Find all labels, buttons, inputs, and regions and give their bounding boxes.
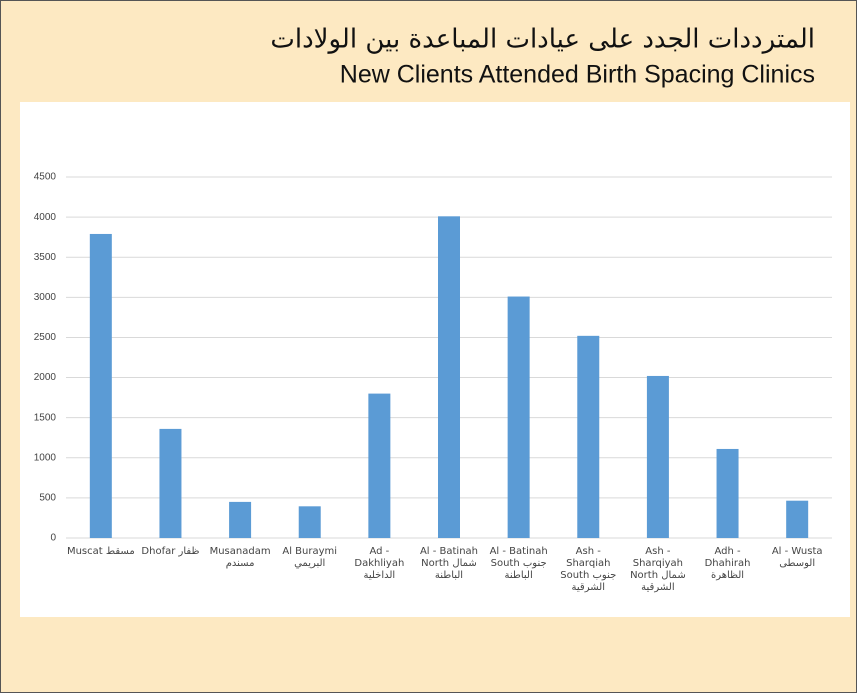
bar (368, 393, 391, 538)
x-tick-label-box: Al - Wusta الوسطى (771, 546, 823, 569)
y-tick-label: 1500 (34, 412, 57, 423)
x-tick-label: Al - Batinah South جنوب الباطنة (489, 546, 548, 581)
x-tick-label: Ash - Sharqiyah North شمال الشرقية (630, 546, 686, 593)
x-tick-label-box: Ash - Sharqiyah North شمال الشرقية (630, 546, 686, 593)
y-tick-label: 500 (39, 493, 56, 504)
y-tick-label: 1000 (34, 452, 57, 463)
y-tick-label: 3000 (34, 292, 57, 303)
bar (89, 233, 112, 539)
x-tick-label-box: Ad - Dakhliyah الداخلية (354, 546, 405, 581)
y-tick-label: 2500 (34, 332, 57, 343)
bar (229, 501, 252, 538)
bar (438, 216, 460, 538)
plot-area (20, 102, 850, 617)
y-tick-label: 4000 (34, 212, 57, 223)
x-tick-label: Ad - Dakhliyah الداخلية (354, 546, 405, 581)
y-tick-label: 3500 (34, 252, 57, 263)
bar (298, 506, 321, 538)
x-tick-label: Muscat مسقط (66, 546, 135, 557)
x-tick-label: Al - Wusta الوسطى (771, 546, 823, 569)
y-tick-label: 0 (50, 533, 56, 544)
x-tick-label-box: Adh - Dhahirah الظاهرة (704, 546, 751, 581)
y-tick-label: 4500 (34, 172, 57, 183)
bar (159, 428, 182, 538)
chart-subtitle: New Clients Attended Birth Spacing Clini… (340, 61, 815, 89)
bar (646, 375, 669, 538)
x-tick-label-box: Al - Batinah North شمال الباطنة (419, 546, 479, 581)
x-tick-label-box: Al - Batinah South جنوب الباطنة (489, 546, 548, 581)
bar (577, 335, 600, 538)
y-tick-label: 2000 (34, 372, 57, 383)
x-tick-label-box: Musanadam مسندم (209, 546, 271, 569)
bar (507, 296, 530, 538)
x-tick-label: Adh - Dhahirah الظاهرة (704, 546, 751, 581)
x-tick-label: Ash - Sharqiah South جنوب الشرقية (560, 546, 617, 593)
bar (786, 500, 809, 538)
x-tick-label: Musanadam مسندم (209, 546, 271, 569)
x-tick-label-box: Muscat مسقط (66, 546, 135, 557)
x-tick-label: Dhofar ظفار (141, 546, 200, 557)
x-tick-label-box: Dhofar ظفار (141, 546, 200, 557)
x-tick-label: Al Buraymi البريمي (282, 546, 338, 569)
x-tick-label-box: Ash - Sharqiah South جنوب الشرقية (560, 546, 617, 593)
chart-title: المترددات الجدد على عيادات المباعدة بين … (270, 25, 815, 55)
x-tick-label-box: Al Buraymi البريمي (282, 546, 338, 569)
x-tick-label: Al - Batinah North شمال الباطنة (419, 546, 479, 581)
bar (716, 448, 739, 538)
